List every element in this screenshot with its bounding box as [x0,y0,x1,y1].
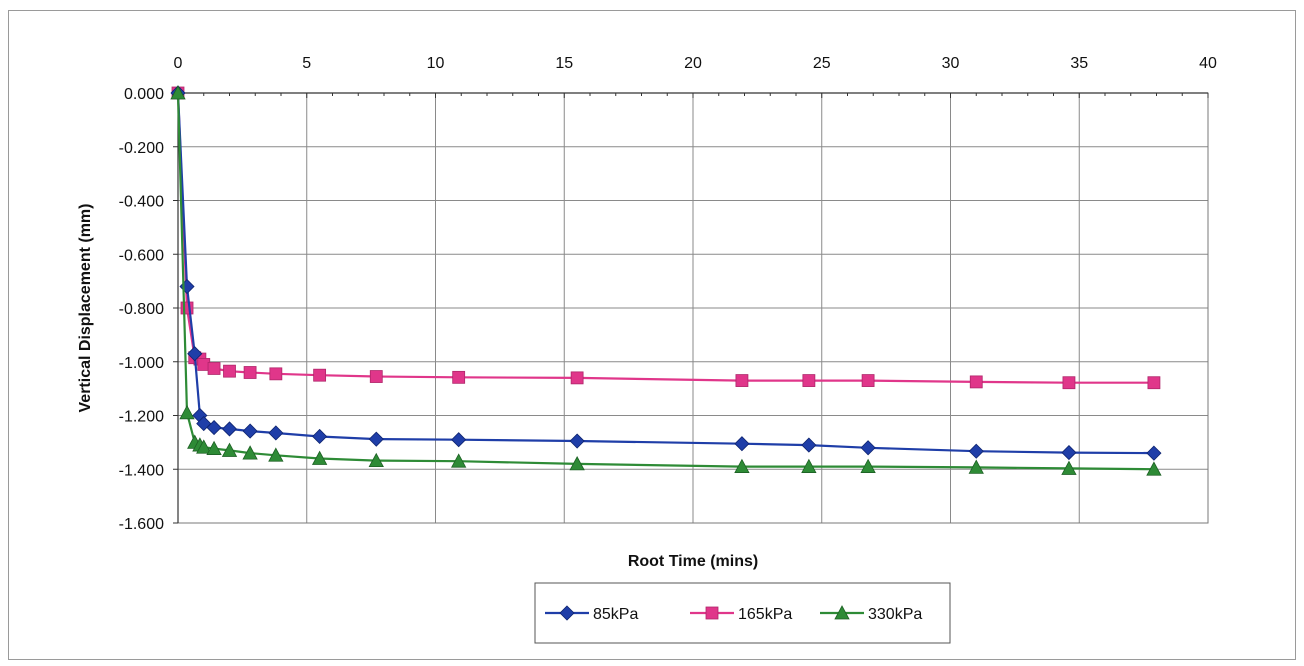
data-point-330kPa [1146,461,1162,476]
data-point-165kPa [180,301,194,315]
y-tick-label: -0.600 [119,247,164,264]
data-point-85kPa [1146,445,1162,461]
data-point-85kPa [206,420,222,436]
x-tick-label: 5 [302,55,311,72]
data-point-330kPa [1061,460,1077,475]
x-tick-label: 10 [427,55,445,72]
y-tick-label: -1.400 [119,462,164,479]
data-point-165kPa [223,364,236,378]
data-point-330kPa [860,458,876,473]
data-point-85kPa [860,440,876,456]
data-point-85kPa [368,431,384,447]
data-point-165kPa [269,367,283,381]
data-point-85kPa [569,433,585,449]
data-point-165kPa [570,371,584,385]
x-tick-label: 15 [555,55,573,72]
data-point-85kPa [801,437,817,453]
x-tick-label: 40 [1199,55,1217,72]
legend-label: 330kPa [868,606,922,623]
data-point-330kPa [196,439,212,454]
data-point-330kPa [734,458,750,473]
legend-label: 165kPa [738,606,792,623]
data-point-165kPa [802,374,816,387]
data-point-165kPa [1062,376,1076,390]
data-point-165kPa [735,374,749,387]
data-point-330kPa [451,453,467,468]
data-point-165kPa [969,375,983,389]
legend-label: 85kPa [593,606,638,623]
data-point-85kPa [968,443,984,459]
y-tick-label: 0.000 [124,86,164,103]
y-tick-label: -0.800 [119,301,164,318]
y-tick-label: -1.600 [119,516,164,533]
data-point-85kPa [221,421,238,437]
y-tick-label: -0.400 [119,194,164,211]
legend-box [534,582,951,644]
x-tick-label: 30 [942,55,960,72]
data-point-330kPa [311,450,328,465]
y-tick-label: -1.000 [119,355,164,372]
data-point-165kPa [369,370,383,383]
legend: 85kPa 165kPa 330kPa [534,582,951,644]
data-point-85kPa [242,423,258,439]
x-tick-label: 0 [174,55,183,72]
data-point-85kPa [734,436,750,452]
plot-area: 0 5 10 15 20 25 30 35 40 0.000 -0.200 -0.400 -0.600 -… [77,55,1217,570]
data-point-165kPa [243,366,257,379]
x-tick-label: 20 [684,55,702,72]
x-tick-label: 35 [1070,55,1088,72]
data-point-85kPa [451,432,467,448]
y-tick-label: -0.200 [119,140,164,157]
data-point-165kPa [313,368,327,382]
x-tick-label: 25 [813,55,831,72]
data-point-330kPa [368,452,384,468]
data-point-330kPa [170,85,186,100]
data-point-85kPa [268,425,284,441]
data-point-85kPa [187,346,203,362]
data-point-330kPa [179,404,195,420]
legend-marker-85kPa [559,605,575,621]
data-point-330kPa [268,447,284,462]
legend-marker-330kPa [834,605,850,620]
data-point-165kPa [207,362,221,375]
data-point-330kPa [221,442,238,457]
data-point-165kPa [861,374,875,387]
y-axis-title: Vertical Displacement (mm) [77,204,94,413]
data-point-165kPa [1147,376,1161,390]
data-point-330kPa [206,440,222,455]
data-point-85kPa [1061,445,1077,461]
data-point-330kPa [968,459,984,474]
y-tick-label: -1.200 [119,409,164,426]
data-point-165kPa [452,370,466,384]
data-point-330kPa [569,456,585,471]
x-axis-title: Root Time (mins) [628,553,758,570]
data-point-330kPa [801,458,817,473]
legend-marker-165kPa [705,606,719,620]
data-point-330kPa [242,445,258,460]
data-point-85kPa [312,428,328,445]
